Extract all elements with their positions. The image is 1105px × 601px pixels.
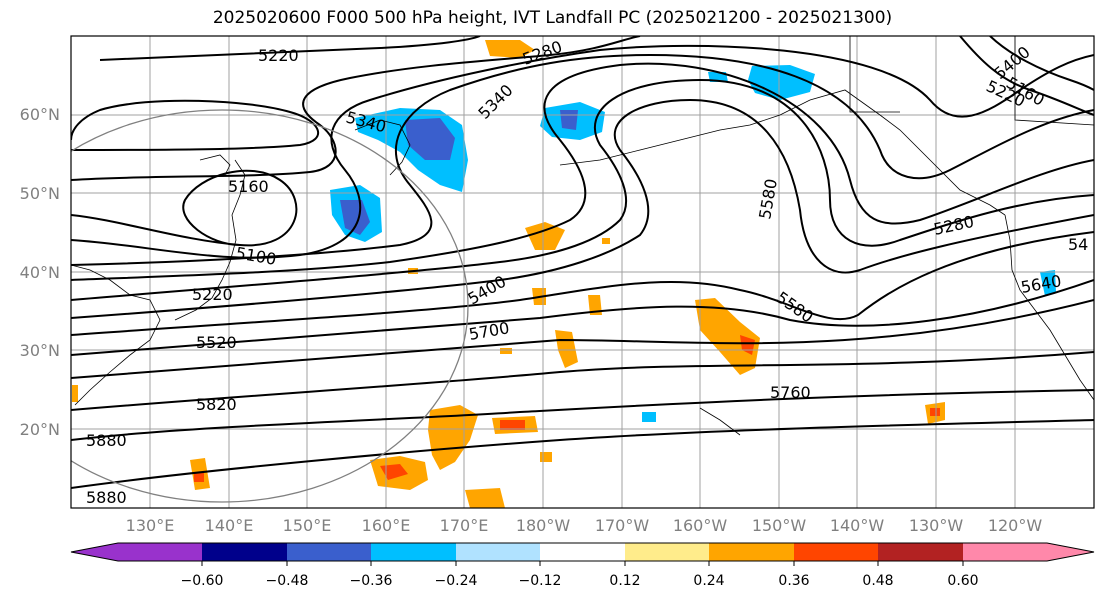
contour-label: 5220	[258, 46, 299, 65]
contour-label: 5220	[192, 285, 233, 304]
colorbar-tick-label: −0.48	[266, 573, 309, 589]
colorbar-segment	[71, 543, 118, 561]
lon-label: 170°E	[440, 516, 489, 535]
lat-label: 20°N	[20, 420, 60, 439]
height-contours	[71, 36, 1094, 489]
lon-label: 160°W	[673, 516, 728, 535]
lon-label: 150°W	[752, 516, 807, 535]
colorbar-tick-label: −0.24	[435, 573, 478, 589]
colorbar-segment	[287, 543, 371, 561]
lat-label: 50°N	[20, 184, 60, 203]
latitude-labels: 60°N 50°N 40°N 30°N 20°N	[20, 105, 60, 439]
colorbar-tick-label: 0.36	[778, 573, 809, 589]
colorbar-segment	[878, 543, 963, 561]
lon-label: 150°E	[283, 516, 332, 535]
colorbar-segment	[202, 543, 287, 561]
lon-label: 160°E	[362, 516, 411, 535]
colorbar-segment	[709, 543, 794, 561]
map-title: 2025020600 F000 500 hPa height, IVT Land…	[212, 8, 893, 28]
colorbar-segment	[456, 543, 540, 561]
colorbar-segment	[118, 543, 202, 561]
colorbar-segment	[540, 543, 625, 561]
colorbar-segment	[963, 543, 1047, 561]
contour-label: 5520	[196, 333, 237, 352]
contour-label: 5880	[86, 488, 127, 507]
lat-label: 40°N	[20, 263, 60, 282]
lon-label: 140°W	[830, 516, 885, 535]
colorbar-tick-label: 0.24	[693, 573, 724, 589]
colorbar: −0.60 −0.48 −0.36 −0.24 −0.12 0.12 0.24 …	[70, 542, 1095, 589]
lon-label: 170°W	[595, 516, 650, 535]
colorbar-tick-label: −0.36	[350, 573, 393, 589]
lon-label: 180°W	[516, 516, 571, 535]
map-panel: 5220 5280 5340 5340 5160 5100 5220 5520 …	[71, 36, 1094, 508]
colorbar-segment	[794, 543, 878, 561]
lon-label: 130°E	[126, 516, 175, 535]
colorbar-tick-label: 0.60	[947, 573, 978, 589]
colorbar-outline	[70, 542, 1095, 562]
coastlines	[71, 36, 1094, 436]
map-frame	[70, 35, 1095, 509]
contour-label: 5160	[228, 177, 269, 196]
contour-label: 5820	[196, 395, 237, 414]
lat-label: 60°N	[20, 105, 60, 124]
contour-label: 5880	[86, 431, 127, 450]
colorbar-tick-label: 0.12	[609, 573, 640, 589]
landfall-region-circle	[71, 109, 469, 503]
lon-label: 140°E	[205, 516, 254, 535]
longitude-labels: 130°E 140°E 150°E 160°E 170°E 180°W 170°…	[126, 516, 1043, 535]
colorbar-tick-label: −0.60	[181, 573, 224, 589]
lon-label: 130°W	[909, 516, 964, 535]
lon-label: 120°W	[988, 516, 1043, 535]
colorbar-segment	[371, 543, 456, 561]
contour-label: 54	[1068, 235, 1088, 254]
contour-label: 5760	[770, 383, 811, 402]
colorbar-segment	[1047, 543, 1094, 561]
colorbar-tick-label: 0.48	[862, 573, 893, 589]
colorbar-segment	[625, 543, 709, 561]
lat-label: 30°N	[20, 341, 60, 360]
colorbar-tick-label: −0.12	[519, 573, 562, 589]
